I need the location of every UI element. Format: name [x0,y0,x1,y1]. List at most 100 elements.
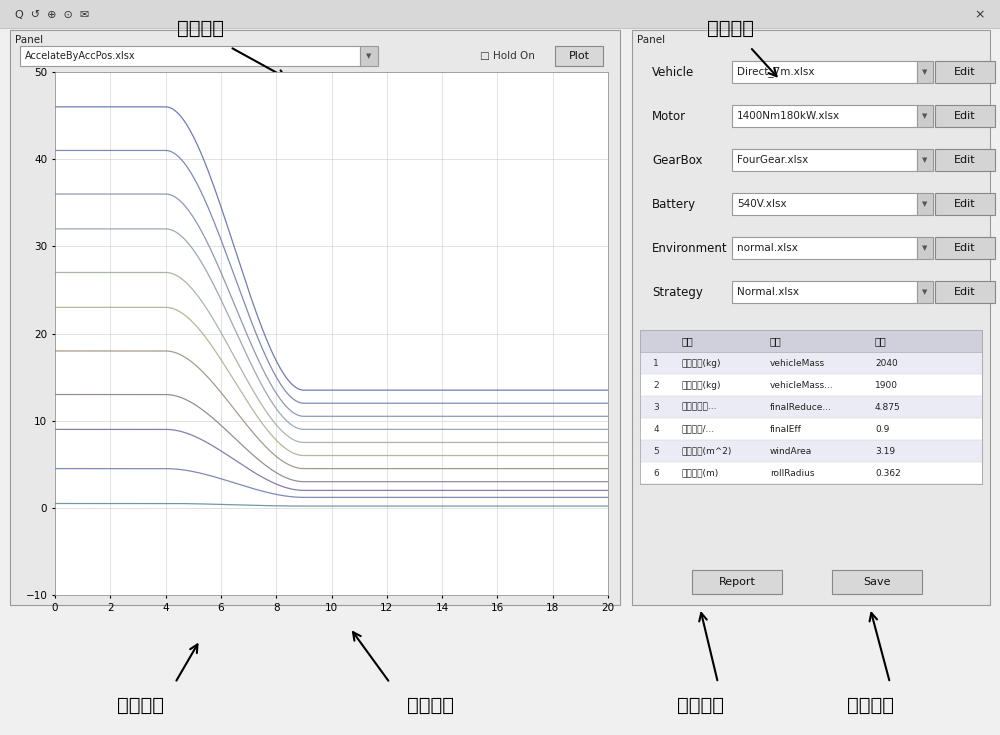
Text: Edit: Edit [954,287,976,297]
Text: Edit: Edit [954,199,976,209]
Text: vehicleMass: vehicleMass [770,359,825,368]
Text: 3.19: 3.19 [875,446,895,456]
Bar [935,105,995,127]
Text: ×: × [974,9,985,21]
Text: 5: 5 [653,446,659,456]
Bar [935,61,995,83]
Text: 2: 2 [653,381,659,390]
Text: ▼: ▼ [922,245,928,251]
Text: ▼: ▼ [922,289,928,295]
Text: 参数: 参数 [682,336,694,346]
Bar [692,570,782,594]
Text: FourGear.xlsx: FourGear.xlsx [737,155,808,165]
Bar [917,149,933,171]
Text: 0.9: 0.9 [875,425,889,434]
Text: 数值: 数值 [875,336,887,346]
Text: Plot: Plot [568,51,590,61]
Text: 空载质量(kg): 空载质量(kg) [682,381,722,390]
Text: Edit: Edit [954,67,976,77]
Bar [935,281,995,303]
Text: vehicleMass...: vehicleMass... [770,381,834,390]
Text: Q  ↺  ⊕  ⊙  ✉: Q ↺ ⊕ ⊙ ✉ [15,10,89,20]
Bar [640,462,982,484]
Text: Motor: Motor [652,110,686,123]
Bar [20,46,360,66]
Text: AccelateByAccPos.xlsx: AccelateByAccPos.xlsx [25,51,136,61]
Text: Direct_7m.xlsx: Direct_7m.xlsx [737,67,814,77]
Bar [640,330,982,352]
Text: 数据显示: 数据显示 [406,695,454,714]
Text: 4.875: 4.875 [875,403,901,412]
Text: 配置文件: 配置文件 [706,18,754,37]
Text: GearBox: GearBox [652,154,702,167]
Text: Panel: Panel [15,35,43,45]
Text: Save: Save [863,577,891,587]
Bar [917,237,933,259]
Bar [640,440,982,462]
Text: Vehicle: Vehicle [652,65,694,79]
Text: Normal.xlsx: Normal.xlsx [737,287,799,297]
Text: □ Hold On: □ Hold On [480,51,535,61]
Text: 整车质量(kg): 整车质量(kg) [682,359,722,368]
Text: 3: 3 [653,403,659,412]
Text: windArea: windArea [770,446,812,456]
Text: Report: Report [719,577,755,587]
Bar [640,374,982,396]
Text: Battery: Battery [652,198,696,210]
Bar [10,30,620,605]
Bar [640,330,982,484]
Text: 滚动半径(m): 滚动半径(m) [682,468,719,478]
Text: 0.362: 0.362 [875,468,901,478]
Text: finalReduce...: finalReduce... [770,403,832,412]
Text: 1900: 1900 [875,381,898,390]
Text: Edit: Edit [954,155,976,165]
Text: ▼: ▼ [922,201,928,207]
Text: ▼: ▼ [366,53,372,59]
Bar [935,149,995,171]
Text: ▼: ▼ [922,113,928,119]
Bar [632,30,990,605]
Text: Environment: Environment [652,242,728,254]
Text: Edit: Edit [954,243,976,253]
Text: 1400Nm180kW.xlsx: 1400Nm180kW.xlsx [737,111,840,121]
Bar [935,193,995,215]
Text: normal.xlsx: normal.xlsx [737,243,798,253]
Bar [917,193,933,215]
Text: 1: 1 [653,359,659,368]
Text: 最终主减速...: 最终主减速... [682,403,718,412]
Bar [0,0,1000,28]
Bar [732,237,917,259]
Text: ▼: ▼ [922,157,928,163]
Bar [732,149,917,171]
Text: Strategy: Strategy [652,285,703,298]
Bar [640,352,982,374]
Text: Edit: Edit [954,111,976,121]
Bar [640,418,982,440]
Bar [917,61,933,83]
Text: ▼: ▼ [922,69,928,75]
Bar [640,396,982,418]
Bar [732,193,917,215]
Bar [555,46,603,66]
Bar [832,570,922,594]
Text: 4: 4 [653,425,659,434]
Text: Panel: Panel [637,35,665,45]
Text: 数据保存: 数据保存 [846,695,894,714]
Bar [935,237,995,259]
Bar [917,105,933,127]
Text: 变量: 变量 [770,336,782,346]
Text: 最终效率/...: 最终效率/... [682,425,715,434]
Bar [732,105,917,127]
Text: 540V.xlsx: 540V.xlsx [737,199,787,209]
Text: 曲线显示: 曲线显示 [116,695,164,714]
Text: finalEff: finalEff [770,425,802,434]
Text: 6: 6 [653,468,659,478]
Text: 计算方法: 计算方法 [176,18,224,37]
Text: rollRadius: rollRadius [770,468,814,478]
Bar [732,281,917,303]
Text: 2040: 2040 [875,359,898,368]
Text: 报告生成: 报告生成 [676,695,724,714]
Bar [640,330,982,484]
Text: 迎风面积(m^2): 迎风面积(m^2) [682,446,732,456]
Bar [917,281,933,303]
